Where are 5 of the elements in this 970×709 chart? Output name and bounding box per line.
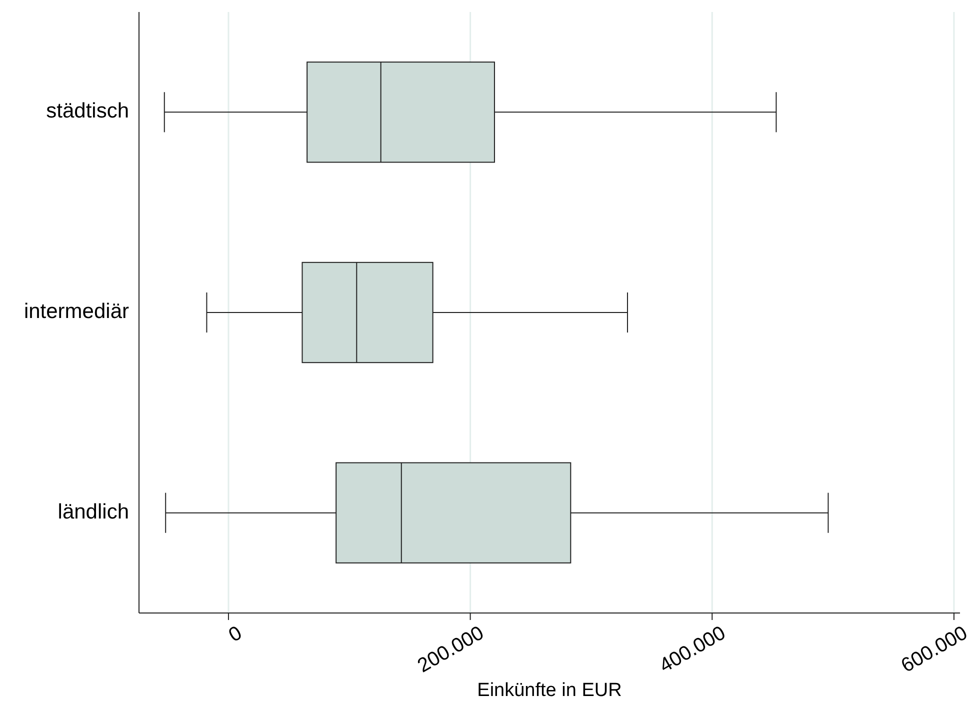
x-tick-label: 0	[225, 622, 246, 647]
y-tick-label: städtisch	[46, 100, 129, 123]
y-tick-label: intermediär	[24, 300, 129, 324]
y-tick-label: ländlich	[58, 500, 129, 524]
x-axis-title: Einkünfte in EUR	[477, 680, 622, 701]
